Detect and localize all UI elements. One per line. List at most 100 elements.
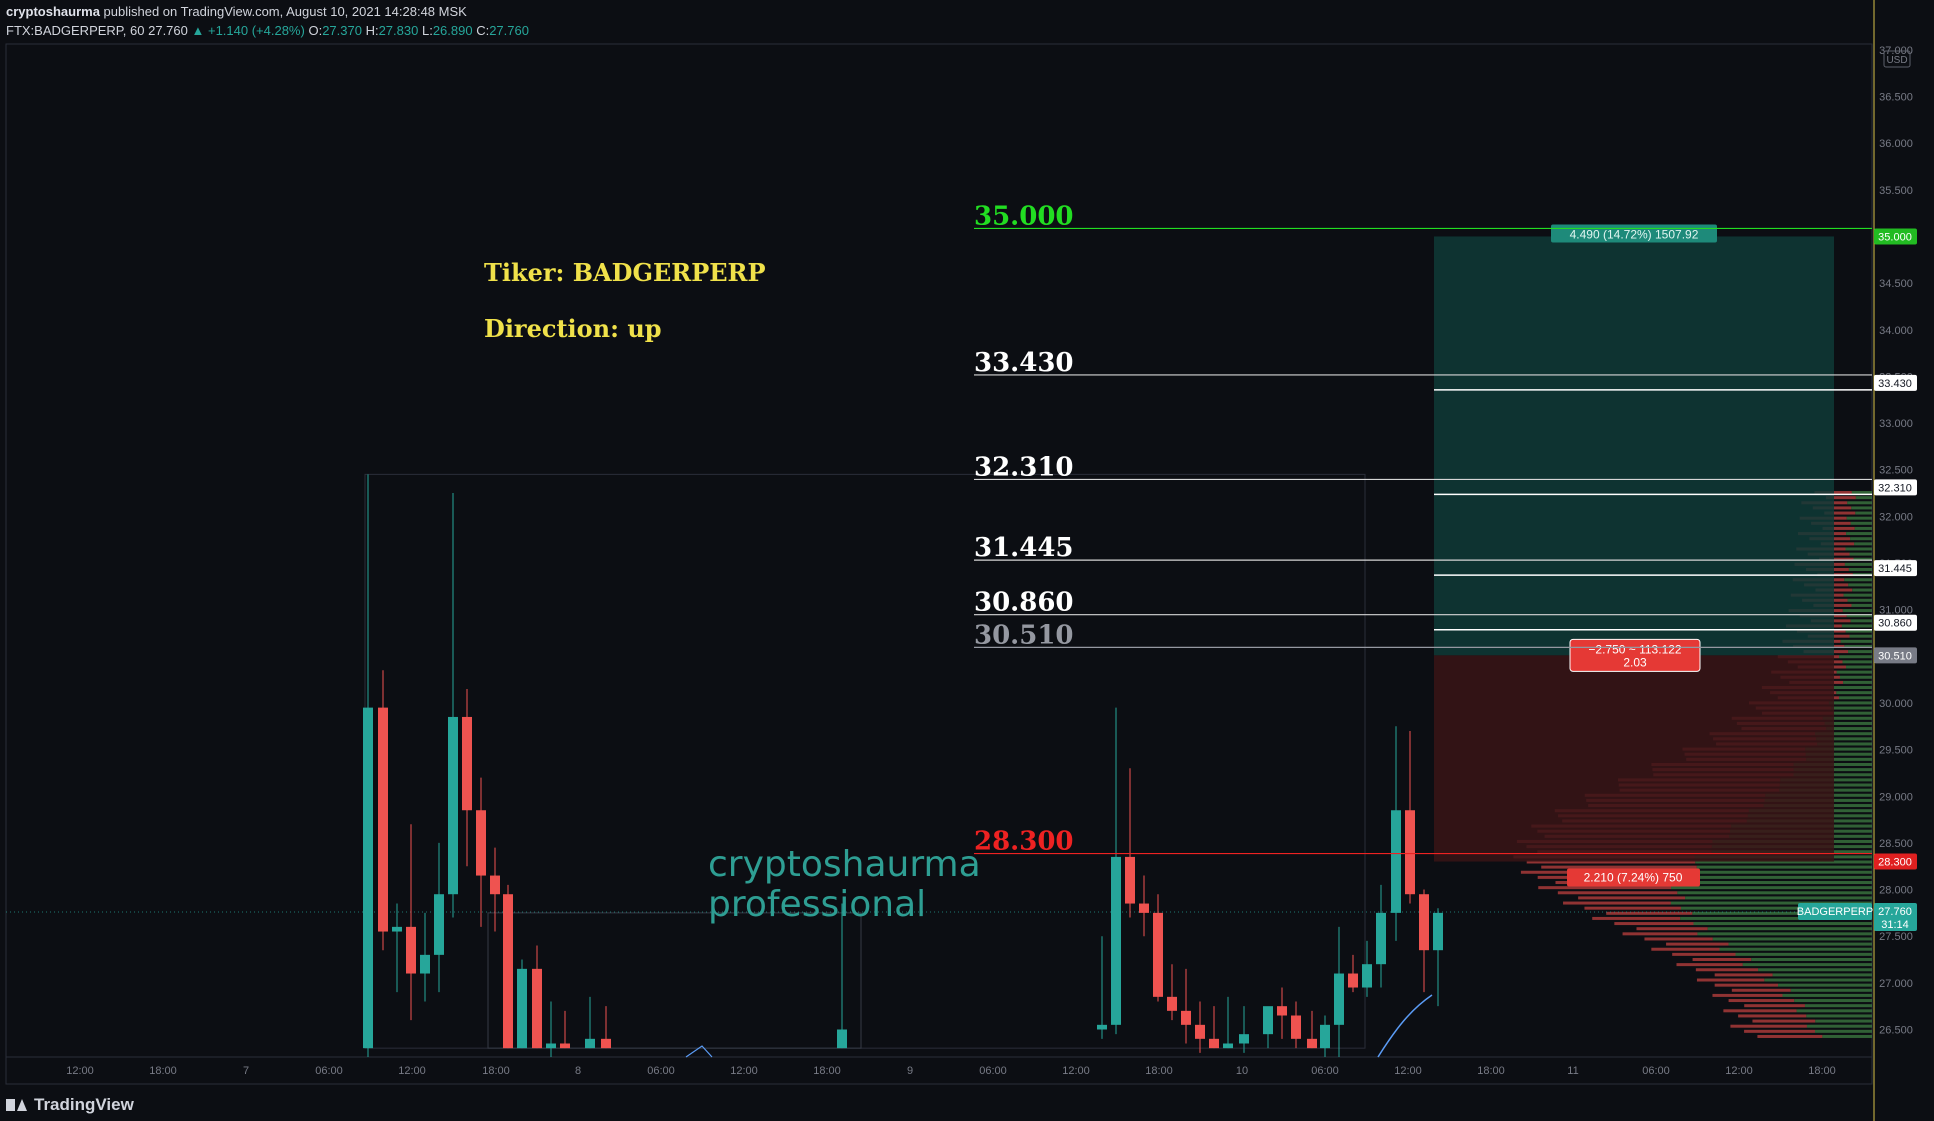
time-tick-label: 7 xyxy=(243,1065,249,1077)
candle-body xyxy=(1307,1038,1317,1049)
candle-body xyxy=(1097,1024,1107,1030)
author-name[interactable]: cryptoshaurma xyxy=(6,4,100,19)
countdown-label: 31:14 xyxy=(1881,919,1909,931)
vp-buy-bar xyxy=(1826,727,1872,731)
vp-buy-bar xyxy=(1805,747,1872,751)
time-axis[interactable]: 12:00 18:00 7 06:00 12:00 18:00 8 06:00 12:00 18:… xyxy=(66,1065,1836,1077)
vp-buy-bar xyxy=(1742,963,1872,967)
last-price-tag-value: 27.760 xyxy=(1878,906,1912,918)
vp-buy-bar xyxy=(1843,680,1872,684)
vp-sell-bar xyxy=(1824,511,1856,515)
candle-body xyxy=(1376,912,1386,965)
axis-price-tag xyxy=(1874,647,1917,664)
brand-name: TradingView xyxy=(34,1095,134,1114)
stop-zone xyxy=(1434,655,1834,862)
vp-buy-bar xyxy=(1790,988,1872,992)
axis-price-tag xyxy=(1874,614,1917,631)
candle-body xyxy=(392,926,402,932)
vp-buy-bar xyxy=(1833,711,1872,715)
price-axis[interactable]: 26.500 27.000 27.500 28.000 28.500 29.000 29.5… xyxy=(1879,45,1913,1037)
vp-buy-bar xyxy=(1847,598,1872,602)
vp-buy-bar xyxy=(1828,701,1872,705)
vp-sell-bar xyxy=(1819,557,1854,561)
level-value-label: 28.300 xyxy=(974,827,1074,857)
vp-sell-bar xyxy=(1757,1034,1823,1038)
publish-info: published on TradingView.com, August 10,… xyxy=(99,4,467,19)
price-tick-label: 28.000 xyxy=(1879,885,1913,897)
close-label: C: xyxy=(476,23,490,38)
time-tick-label: 12:00 xyxy=(1394,1065,1422,1077)
time-tick-label: 12:00 xyxy=(730,1065,758,1077)
trend-wave xyxy=(685,1045,713,1058)
candle-body xyxy=(1391,810,1401,913)
price-tick-label: 31.000 xyxy=(1879,605,1913,617)
vp-sell-bar xyxy=(1676,963,1743,967)
footer-brand[interactable]: TradingView xyxy=(6,1095,134,1115)
candle-body xyxy=(560,1043,570,1049)
level-value-label: 31.445 xyxy=(974,533,1074,563)
time-tick-label: 06:00 xyxy=(1642,1065,1670,1077)
vp-buy-bar xyxy=(1844,562,1872,566)
vp-buy-bar xyxy=(1850,537,1872,541)
vp-buy-bar xyxy=(1848,650,1872,654)
vp-sell-bar xyxy=(1592,916,1681,920)
vp-buy-bar xyxy=(1751,957,1872,961)
symbol-tag-text: BADGERPERP xyxy=(1797,906,1873,918)
vp-sell-bar xyxy=(1731,988,1791,992)
vp-buy-bar xyxy=(1692,911,1872,915)
vp-buy-bar xyxy=(1794,999,1872,1003)
vp-buy-bar xyxy=(1843,593,1872,597)
level-value-label: 33.430 xyxy=(974,348,1074,378)
candle-body xyxy=(1433,912,1443,951)
price-tick-label: 28.500 xyxy=(1879,838,1913,850)
watermark-line1: cryptoshaurma xyxy=(708,844,981,885)
time-tick-label: 18:00 xyxy=(1477,1065,1505,1077)
vp-buy-bar xyxy=(1687,881,1872,885)
candle-body xyxy=(1139,903,1149,913)
level-value-label: 30.510 xyxy=(974,620,1074,650)
vp-sell-bar xyxy=(1744,1004,1805,1008)
axis-price-tag-text: 28.300 xyxy=(1878,857,1912,869)
vp-buy-bar xyxy=(1850,619,1872,623)
price-change: ▲ +1.140 (+4.28%) xyxy=(191,23,305,38)
vp-buy-bar xyxy=(1855,511,1872,515)
price-tick-label: 29.000 xyxy=(1879,791,1913,803)
vp-buy-bar xyxy=(1796,1009,1872,1013)
vp-buy-bar xyxy=(1728,942,1872,946)
vp-buy-bar xyxy=(1758,968,1872,972)
vp-buy-bar xyxy=(1840,639,1872,643)
vp-sell-bar xyxy=(1557,891,1678,895)
price-tick-label: 32.000 xyxy=(1879,511,1913,523)
candle-body xyxy=(1125,856,1135,904)
price-tick-label: 27.000 xyxy=(1879,978,1913,990)
vp-buy-bar xyxy=(1848,583,1872,587)
candle-body xyxy=(601,1038,611,1049)
vp-buy-bar xyxy=(1839,675,1872,679)
time-tick-label: 12:00 xyxy=(398,1065,426,1077)
high-value: 27.830 xyxy=(378,23,419,38)
candle-body xyxy=(532,968,542,1049)
price-tick-label: 30.000 xyxy=(1879,698,1913,710)
candle-body xyxy=(1419,894,1429,951)
time-tick-label: 18:00 xyxy=(813,1065,841,1077)
pnl-label-line2: 2.03 xyxy=(1623,655,1647,669)
vp-buy-bar xyxy=(1696,865,1872,869)
price-tick-label: 32.500 xyxy=(1879,465,1913,477)
long-position-tool[interactable]: 4.490 (14.72%) 1507.92−2.750 ~ 113.1222.… xyxy=(1434,224,1872,887)
tradingview-logo-icon xyxy=(6,1097,28,1113)
vp-sell-bar xyxy=(1730,1024,1807,1028)
ohlc-line: FTX:BADGERPERP, 60 27.760 ▲ +1.140 (+4.2… xyxy=(6,21,529,40)
level-value-label: 35.000 xyxy=(974,201,1074,231)
target-label: 4.490 (14.72%) 1507.92 xyxy=(1570,227,1699,241)
vp-sell-bar xyxy=(1563,901,1671,905)
vp-buy-bar xyxy=(1846,516,1872,520)
axis-price-tag-text: 30.510 xyxy=(1878,650,1912,662)
candle-body xyxy=(1334,973,1344,1025)
vp-sell-bar xyxy=(1820,542,1855,546)
symbol-label[interactable]: FTX:BADGERPERP, 60 xyxy=(6,23,145,38)
last-price-tag xyxy=(1874,902,1917,931)
time-tick-label: 18:00 xyxy=(482,1065,510,1077)
vp-sell-bar xyxy=(1672,952,1736,956)
